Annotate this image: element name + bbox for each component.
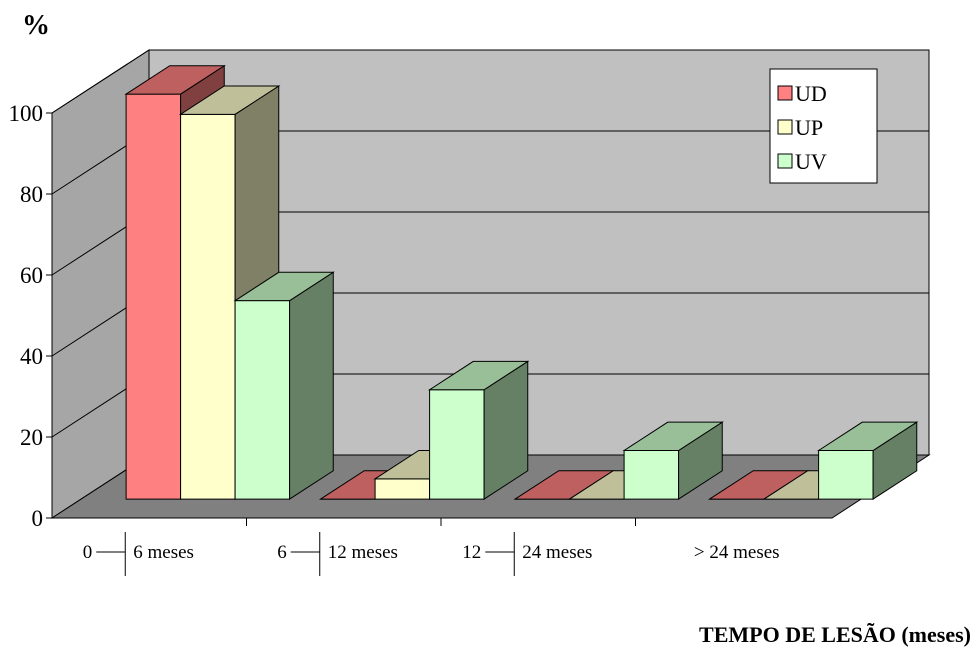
y-tick-labels: 0 20 40 60 80 100 (9, 101, 44, 531)
y-tick-label: 20 (20, 425, 43, 450)
legend-label: UD (795, 81, 827, 106)
category-start-label: 12 (462, 542, 481, 563)
bar-uv-2 (427, 360, 530, 501)
x-axis-label: TEMPO DE LESÃO (meses) (699, 622, 971, 647)
legend-item-up: UP (777, 115, 823, 140)
x-category-4: > 24 meses (694, 542, 780, 563)
category-end-label: > 24 meses (694, 542, 780, 563)
x-category-labels: 0 6 meses 6 12 meses 12 24 meses > 24 meses (83, 532, 780, 576)
category-start-label: 0 (83, 542, 93, 563)
bar-uv-1 (233, 271, 335, 501)
y-tick-label: 100 (9, 101, 44, 126)
category-end-label: 12 meses (328, 542, 398, 563)
bar-uv-4 (816, 421, 919, 501)
bar-chart: 0 20 40 60 80 100 0 6 meses 6 12 meses 12 24 meses… (9, 49, 931, 576)
y-tick-label: 60 (20, 263, 43, 288)
x-category-3: 12 24 meses (462, 532, 592, 576)
legend-swatch (777, 85, 793, 101)
legend-label: UP (795, 115, 823, 140)
bar-uv-3 (622, 421, 724, 501)
gridline (51, 49, 929, 114)
legend: UD UP UV (769, 68, 878, 184)
legend-item-ud: UD (777, 81, 827, 106)
y-tick-label: 40 (20, 344, 43, 369)
x-category-2: 6 12 meses (277, 532, 398, 576)
legend-swatch (777, 153, 793, 169)
category-start-label: 6 (277, 542, 287, 563)
legend-swatch (777, 119, 793, 135)
category-end-label: 6 meses (133, 542, 194, 563)
bars (124, 64, 919, 501)
x-category-1: 0 6 meses (83, 532, 194, 576)
legend-item-uv: UV (777, 149, 827, 174)
y-axis-label: % (22, 10, 50, 41)
legend-label: UV (795, 149, 827, 174)
category-end-label: 24 meses (522, 542, 592, 563)
y-tick-label: 0 (32, 506, 44, 531)
y-tick-label: 80 (20, 182, 43, 207)
axis-lines (46, 112, 832, 526)
